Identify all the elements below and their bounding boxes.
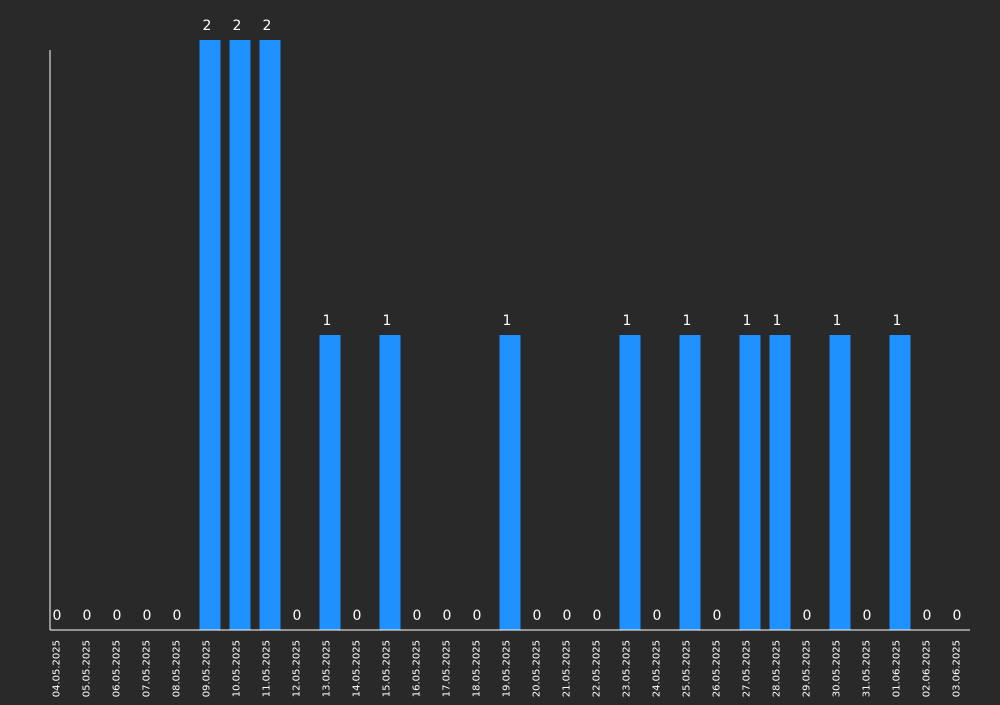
x-tick-label-22.05.2025: 22.05.2025 [592,640,603,697]
value-label-16.05.2025: 0 [413,608,422,624]
value-label-25.05.2025: 1 [683,313,692,329]
value-label-05.05.2025: 0 [83,608,92,624]
value-label-02.06.2025: 0 [923,608,932,624]
x-tick-label-23.05.2025: 23.05.2025 [622,640,633,697]
value-labels-layer: 0 0 0 0 0 2 2 2 0 1 0 1 0 0 0 1 0 0 0 1 0 1 0 1 1 0 1 0 1 0 0 [53,18,962,624]
value-label-12.05.2025: 0 [293,608,302,624]
value-label-08.05.2025: 0 [173,608,182,624]
value-label-06.05.2025: 0 [113,608,122,624]
bar-30.05.2025 [829,335,851,630]
bar-27.05.2025 [739,335,761,630]
x-tick-label-30.05.2025: 30.05.2025 [832,640,843,697]
value-label-30.05.2025: 1 [833,313,842,329]
x-tick-label-14.05.2025: 14.05.2025 [352,640,363,697]
value-label-29.05.2025: 0 [803,608,812,624]
bars-layer [199,40,911,630]
x-tick-label-19.05.2025: 19.05.2025 [502,640,513,697]
value-label-17.05.2025: 0 [443,608,452,624]
bar-09.05.2025 [199,40,221,630]
value-label-07.05.2025: 0 [143,608,152,624]
bar-11.05.2025 [259,40,281,630]
x-tick-label-27.05.2025: 27.05.2025 [742,640,753,697]
value-label-04.05.2025: 0 [53,608,62,624]
bar-19.05.2025 [499,335,521,630]
x-tick-label-28.05.2025: 28.05.2025 [772,640,783,697]
x-tick-label-01.06.2025: 01.06.2025 [892,640,903,697]
value-label-03.06.2025: 0 [953,608,962,624]
value-label-09.05.2025: 2 [203,18,212,34]
bar-01.06.2025 [889,335,911,630]
x-tick-label-02.06.2025: 02.06.2025 [922,640,933,697]
value-label-31.05.2025: 0 [863,608,872,624]
value-label-19.05.2025: 1 [503,313,512,329]
value-label-18.05.2025: 0 [473,608,482,624]
x-tick-label-06.05.2025: 06.05.2025 [112,640,123,697]
x-tick-label-18.05.2025: 18.05.2025 [472,640,483,697]
x-tick-label-26.05.2025: 26.05.2025 [712,640,723,697]
value-label-10.05.2025: 2 [233,18,242,34]
x-tick-label-10.05.2025: 10.05.2025 [232,640,243,697]
x-tick-label-25.05.2025: 25.05.2025 [682,640,693,697]
x-tick-label-16.05.2025: 16.05.2025 [412,640,423,697]
x-tick-label-13.05.2025: 13.05.2025 [322,640,333,697]
x-tick-label-12.05.2025: 12.05.2025 [292,640,303,697]
x-tick-label-15.05.2025: 15.05.2025 [382,640,393,697]
value-label-11.05.2025: 2 [263,18,272,34]
value-label-28.05.2025: 1 [773,313,782,329]
x-tick-label-24.05.2025: 24.05.2025 [652,640,663,697]
bar-10.05.2025 [229,40,251,630]
value-label-22.05.2025: 0 [593,608,602,624]
value-label-26.05.2025: 0 [713,608,722,624]
bar-15.05.2025 [379,335,401,630]
value-label-23.05.2025: 1 [623,313,632,329]
x-tick-label-21.05.2025: 21.05.2025 [562,640,573,697]
x-tick-label-09.05.2025: 09.05.2025 [202,640,213,697]
bar-23.05.2025 [619,335,641,630]
x-tick-label-03.06.2025: 03.06.2025 [952,640,963,697]
value-label-27.05.2025: 1 [743,313,752,329]
x-tick-label-17.05.2025: 17.05.2025 [442,640,453,697]
x-tick-labels-layer: 04.05.2025 05.05.2025 06.05.2025 07.05.2025… [52,640,963,697]
x-tick-label-29.05.2025: 29.05.2025 [802,640,813,697]
value-label-21.05.2025: 0 [563,608,572,624]
x-tick-label-08.05.2025: 08.05.2025 [172,640,183,697]
value-label-13.05.2025: 1 [323,313,332,329]
value-label-24.05.2025: 0 [653,608,662,624]
x-tick-label-05.05.2025: 05.05.2025 [82,640,93,697]
x-tick-label-11.05.2025: 11.05.2025 [262,640,273,697]
bar-28.05.2025 [769,335,791,630]
bar-25.05.2025 [679,335,701,630]
value-label-01.06.2025: 1 [893,313,902,329]
x-tick-label-20.05.2025: 20.05.2025 [532,640,543,697]
x-tick-label-04.05.2025: 04.05.2025 [52,640,63,697]
value-label-20.05.2025: 0 [533,608,542,624]
x-tick-label-07.05.2025: 07.05.2025 [142,640,153,697]
x-tick-label-31.05.2025: 31.05.2025 [862,640,873,697]
value-label-14.05.2025: 0 [353,608,362,624]
bar-13.05.2025 [319,335,341,630]
axes-layer [49,50,970,631]
value-label-15.05.2025: 1 [383,313,392,329]
